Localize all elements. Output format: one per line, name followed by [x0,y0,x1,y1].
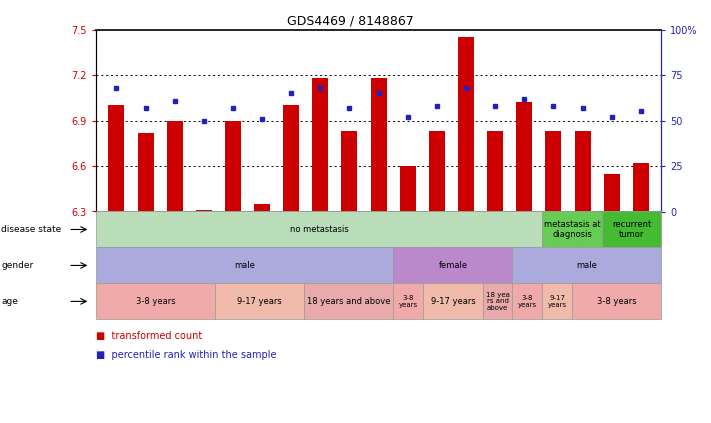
Bar [225,121,241,212]
Bar [196,210,212,212]
Bar [400,166,416,212]
Text: 3-8
years: 3-8 years [518,295,537,308]
Text: 3-8
years: 3-8 years [399,295,418,308]
Bar [341,131,358,212]
Text: 3-8 years: 3-8 years [597,297,636,306]
Text: 18 years and above: 18 years and above [307,297,390,306]
Text: metastasis at
diagnosis: metastasis at diagnosis [544,220,600,239]
Bar [545,131,562,212]
Bar [516,102,533,212]
Text: recurrent
tumor: recurrent tumor [612,220,651,239]
Text: ■  percentile rank within the sample: ■ percentile rank within the sample [96,350,277,360]
Text: male: male [577,261,597,270]
Bar [108,105,124,212]
Bar [283,105,299,212]
Text: age: age [1,297,18,306]
Bar [312,78,328,212]
Text: 9-17 years: 9-17 years [237,297,282,306]
Text: 18 yea
rs and
above: 18 yea rs and above [486,291,510,311]
Bar [137,133,154,212]
Bar [429,131,445,212]
Text: 9-17 years: 9-17 years [431,297,476,306]
Bar [604,173,620,212]
Text: gender: gender [1,261,33,270]
Text: 9-17
years: 9-17 years [547,295,567,308]
Bar [458,37,474,212]
Text: no metastasis: no metastasis [290,225,348,234]
Bar [487,131,503,212]
Bar [370,78,387,212]
Bar [254,204,270,212]
Text: GDS4469 / 8148867: GDS4469 / 8148867 [287,15,414,28]
Text: male: male [235,261,255,270]
Text: 3-8 years: 3-8 years [136,297,176,306]
Text: disease state: disease state [1,225,62,234]
Bar [166,121,183,212]
Bar [633,163,649,212]
Text: female: female [439,261,468,270]
Bar [574,131,591,212]
Text: ■  transformed count: ■ transformed count [96,331,202,341]
